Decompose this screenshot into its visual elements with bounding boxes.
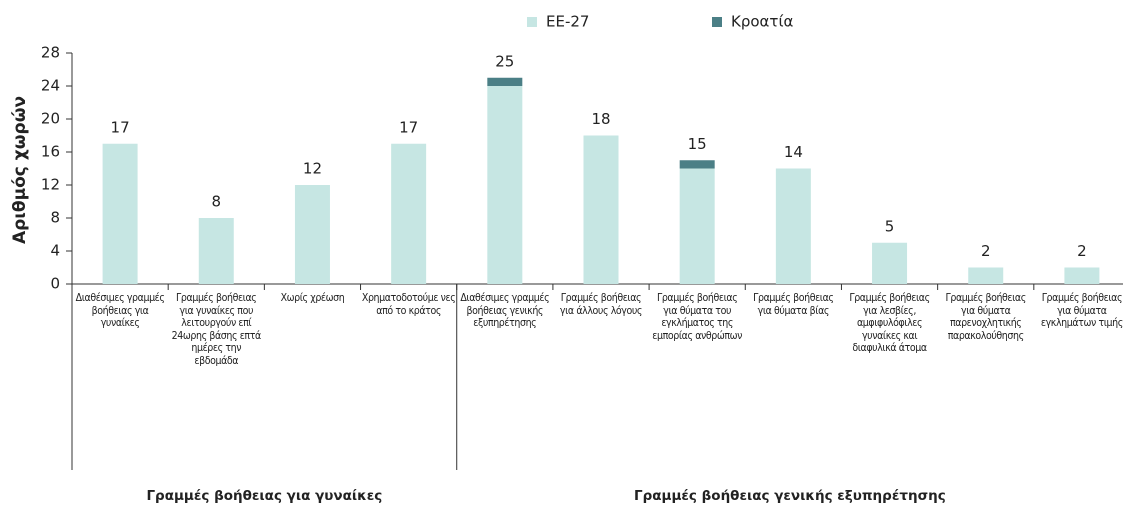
total-label: 2 (981, 242, 991, 260)
y-tick-label: 28 (41, 44, 60, 62)
x-tick-label: Χρηματοδοτούμε νες από το κράτος (361, 292, 456, 317)
total-label: 15 (688, 135, 707, 153)
bar-segment (679, 160, 715, 169)
y-tick-label: 12 (41, 176, 60, 194)
total-label: 18 (591, 110, 610, 128)
total-label: 25 (495, 52, 514, 70)
total-label: 5 (885, 217, 895, 235)
bar-segment (1064, 267, 1100, 284)
y-tick-label: 0 (50, 275, 60, 293)
total-label: 12 (303, 160, 322, 178)
bar-segment (487, 77, 523, 86)
y-tick-label: 20 (41, 110, 60, 128)
legend-label: ΕΕ-27 (546, 13, 589, 31)
bar-segment (198, 218, 234, 284)
y-axis-label: Αριθμός χωρών (10, 96, 30, 244)
x-tick-label: Γραμμές βοήθειας για γυναίκες που λειτου… (171, 292, 262, 367)
x-tick-label: Γραμμές βοήθειας για λεσβίες, αμφιφυλόφι… (849, 292, 930, 354)
bar-segment (102, 143, 138, 284)
x-tick-label: Χωρίς χρέωση (280, 292, 345, 304)
x-tick-label: Γραμμές βοήθειας για άλλους λόγους (559, 292, 643, 317)
bar-segment (583, 135, 619, 284)
bar-segment (968, 267, 1004, 284)
x-tick-label: Διαθέσιμες γραμμές βοήθειας για γυναίκες (75, 292, 165, 329)
legend-swatch (527, 17, 537, 27)
group-label: Γραμμές βοήθειας για γυναίκες (146, 488, 383, 504)
y-tick-label: 8 (50, 209, 60, 227)
x-tick-label: Διαθέσιμες γραμμές βοήθειας γενικής εξυπ… (460, 292, 550, 329)
y-tick-label: 4 (50, 242, 60, 260)
total-label: 17 (399, 118, 418, 136)
group-label: Γραμμές βοήθειας γενικής εξυπηρέτησης (634, 488, 946, 504)
total-label: 14 (784, 143, 803, 161)
bar-segment (775, 168, 811, 284)
y-tick-label: 24 (41, 77, 60, 95)
x-tick-label: Γραμμές βοήθειας για θύματα παρενοχλητικ… (945, 292, 1027, 342)
x-tick-label: Γραμμές βοήθειας για θύματα του εγκλήματ… (652, 292, 743, 342)
bar-segment (391, 143, 427, 284)
bar-segment (487, 86, 523, 284)
legend-label: Κροατία (731, 13, 794, 31)
total-label: 2 (1077, 242, 1087, 260)
legend-swatch (712, 17, 722, 27)
y-tick-label: 16 (41, 143, 60, 161)
bar-segment (872, 242, 908, 284)
bar-segment (294, 185, 330, 284)
bar-segment (679, 168, 715, 284)
x-tick-label: Γραμμές βοήθειας για θύματα βίας (753, 292, 834, 317)
total-label: 8 (211, 193, 221, 211)
total-label: 17 (111, 118, 130, 136)
x-tick-label: Γραμμές βοήθειας για θύματα εγκλημάτων τ… (1040, 292, 1123, 329)
